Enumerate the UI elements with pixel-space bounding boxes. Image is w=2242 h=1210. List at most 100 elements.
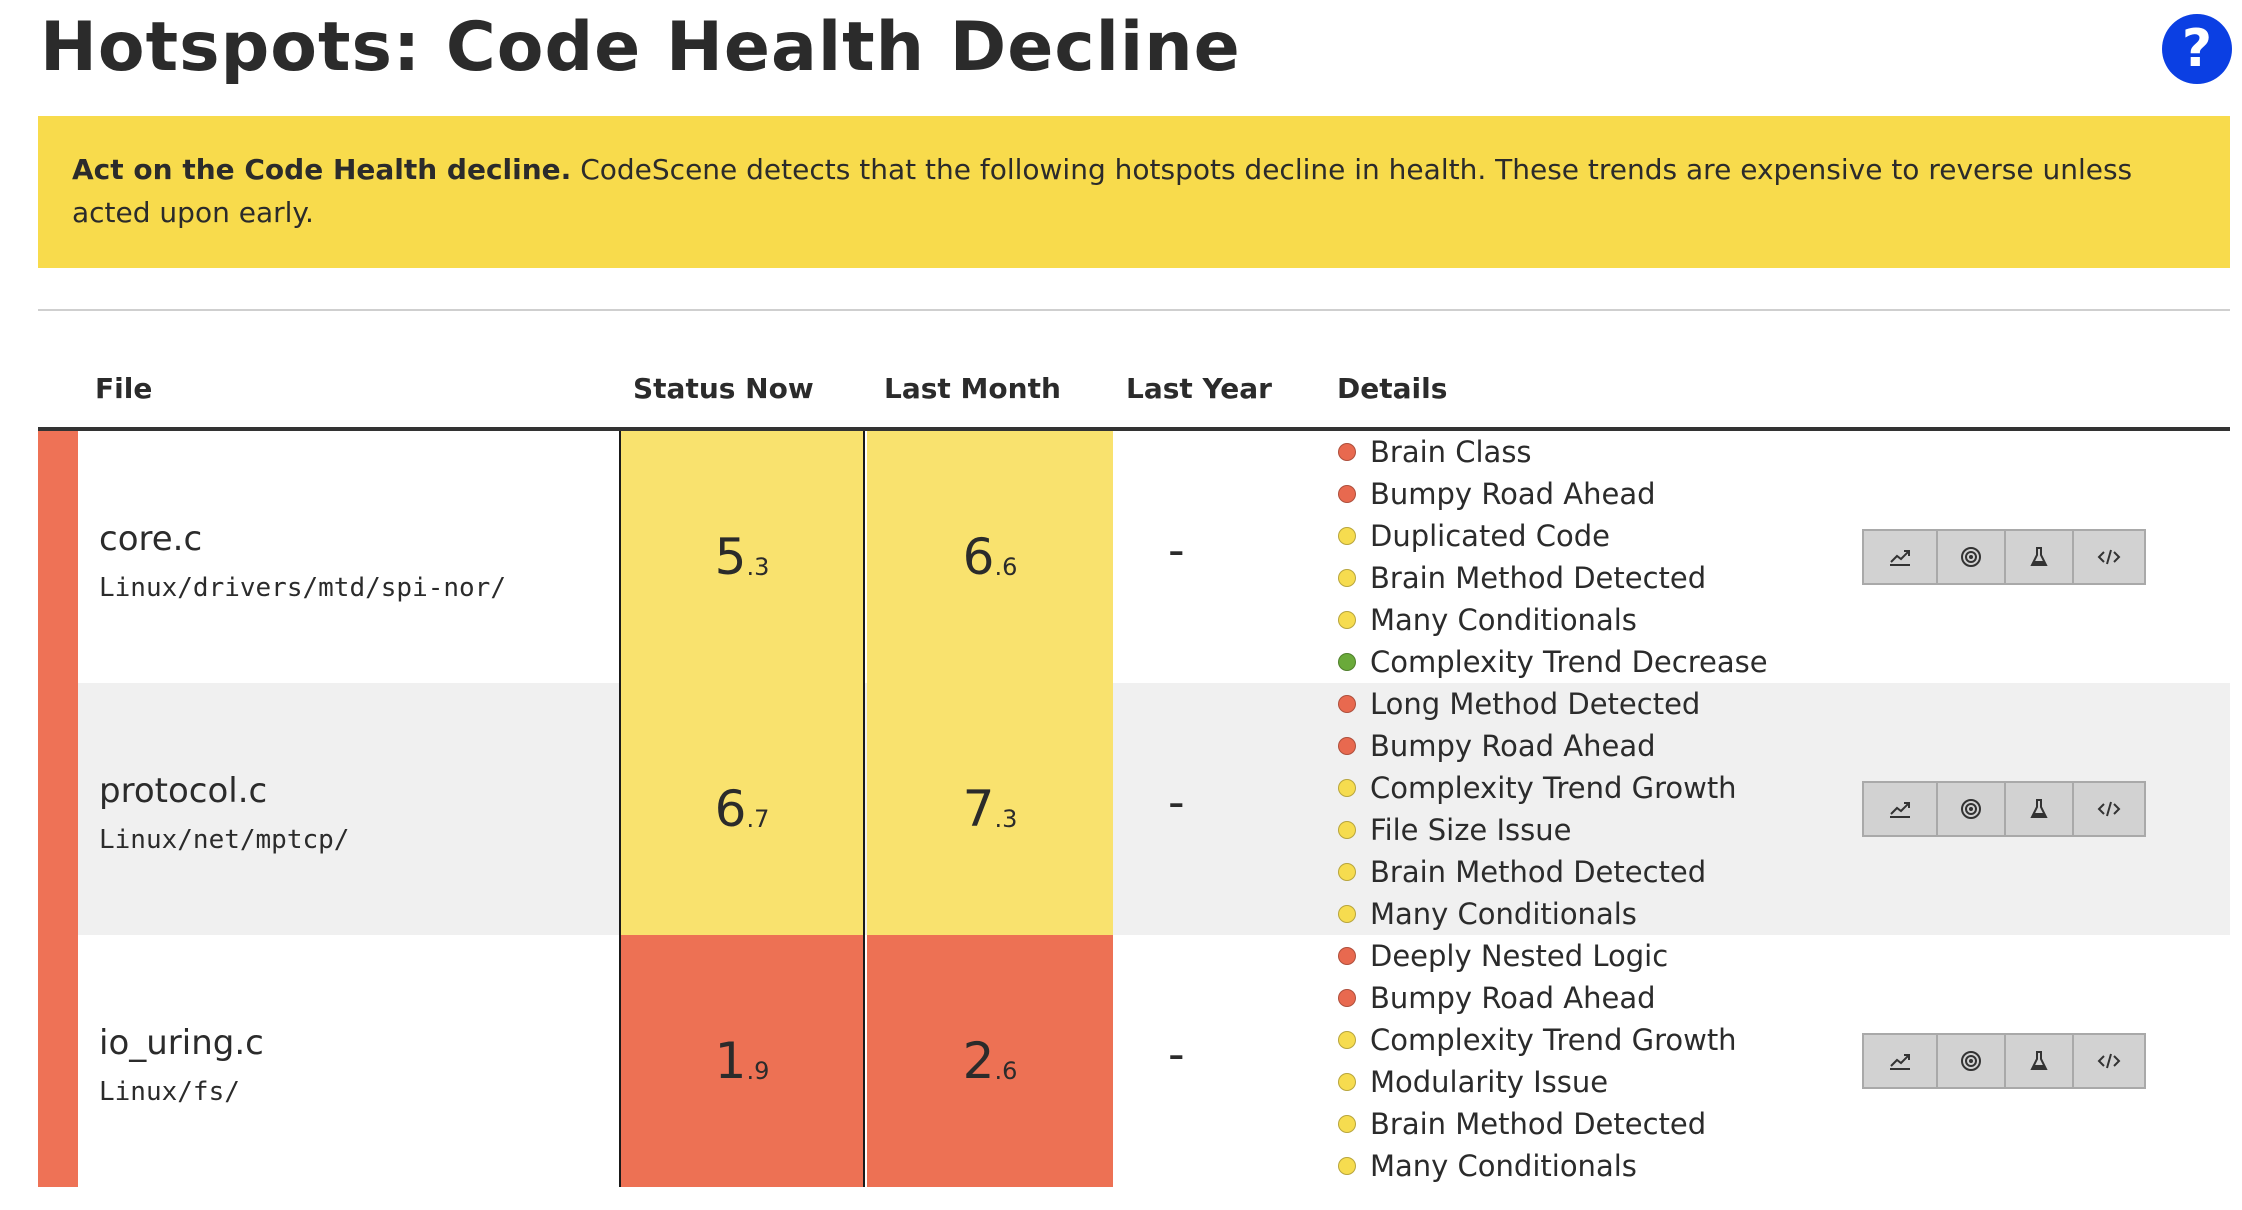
detail-item[interactable]: Bumpy Road Ahead <box>1338 725 1737 767</box>
status-now-decimal: .7 <box>746 805 770 833</box>
detail-item[interactable]: Bumpy Road Ahead <box>1338 977 1737 1019</box>
flask-button[interactable] <box>2004 781 2074 837</box>
help-icon[interactable]: ? <box>2162 14 2232 84</box>
severity-dot-icon <box>1338 863 1356 881</box>
status-now-score: 6.7 <box>619 683 865 935</box>
table-row[interactable]: core.c Linux/drivers/mtd/spi-nor/5.3 6.6 - B… <box>38 431 2230 683</box>
status-now-integer: 6 <box>714 780 747 838</box>
flask-button[interactable] <box>2004 529 2074 585</box>
detail-item[interactable]: Deeply Nested Logic <box>1338 935 1737 977</box>
severity-dot-icon <box>1338 821 1356 839</box>
detail-label: Brain Method Detected <box>1370 1107 1707 1141</box>
column-header-last-month[interactable]: Last Month <box>884 372 1061 405</box>
row-action-buttons <box>1862 529 2146 585</box>
hotspot-severity-stripe <box>38 683 78 935</box>
trend-chart-icon <box>1888 799 1912 819</box>
divider <box>38 309 2230 311</box>
table-row[interactable]: protocol.c Linux/net/mptcp/6.7 7.3- Long Me… <box>38 683 2230 935</box>
detail-item[interactable]: Brain Class <box>1338 431 1768 473</box>
severity-dot-icon <box>1338 1157 1356 1175</box>
severity-dot-icon <box>1338 737 1356 755</box>
detail-label: Bumpy Road Ahead <box>1370 477 1656 511</box>
detail-label: Long Method Detected <box>1370 687 1701 721</box>
trend-chart-button[interactable] <box>1862 529 1938 585</box>
detail-item[interactable]: Many Conditionals <box>1338 1145 1737 1187</box>
file-path: Linux/net/mptcp/ <box>99 825 350 855</box>
column-header-details[interactable]: Details <box>1337 372 1448 405</box>
table-row[interactable]: io_uring.c Linux/fs/1.9 2.6- Deeply Nested … <box>38 935 2230 1187</box>
last-year-score: - <box>1168 523 1185 577</box>
detail-item[interactable]: Complexity Trend Growth <box>1338 767 1737 809</box>
severity-dot-icon <box>1338 1073 1356 1091</box>
last-month-integer: 2 <box>962 1032 995 1090</box>
severity-dot-icon <box>1338 1031 1356 1049</box>
row-action-buttons <box>1862 781 2146 837</box>
code-icon <box>2097 548 2121 566</box>
severity-dot-icon <box>1338 905 1356 923</box>
info-banner: Act on the Code Health decline. CodeScen… <box>38 116 2230 268</box>
file-path: Linux/drivers/mtd/spi-nor/ <box>99 573 506 603</box>
last-month-score: 2.6 <box>867 935 1113 1187</box>
column-header-file[interactable]: File <box>95 372 153 405</box>
severity-dot-icon <box>1338 779 1356 797</box>
severity-dot-icon <box>1338 947 1356 965</box>
status-now-decimal: .3 <box>746 553 770 581</box>
severity-dot-icon <box>1338 653 1356 671</box>
last-year-score: - <box>1168 775 1185 829</box>
file-path: Linux/fs/ <box>99 1077 240 1107</box>
details-list: Deeply Nested Logic Bumpy Road Ahead Compl… <box>1338 935 1737 1187</box>
flask-icon <box>2029 1050 2049 1072</box>
status-now-score: 1.9 <box>619 935 865 1187</box>
target-button[interactable] <box>1936 529 2006 585</box>
file-name[interactable]: core.c <box>99 519 203 559</box>
detail-item[interactable]: Brain Method Detected <box>1338 1103 1737 1145</box>
status-now-score: 5.3 <box>619 431 865 683</box>
detail-item[interactable]: Bumpy Road Ahead <box>1338 473 1768 515</box>
detail-item[interactable]: Modularity Issue <box>1338 1061 1737 1103</box>
severity-dot-icon <box>1338 527 1356 545</box>
file-name[interactable]: protocol.c <box>99 771 268 811</box>
status-now-integer: 1 <box>714 1032 747 1090</box>
last-month-score: 7.3 <box>867 683 1113 935</box>
detail-item[interactable]: Many Conditionals <box>1338 599 1768 641</box>
severity-dot-icon <box>1338 1115 1356 1133</box>
trend-chart-button[interactable] <box>1862 1033 1938 1089</box>
severity-dot-icon <box>1338 695 1356 713</box>
banner-bold-text: Act on the Code Health decline. <box>72 153 572 186</box>
detail-label: Brain Class <box>1370 435 1532 469</box>
file-name[interactable]: io_uring.c <box>99 1023 264 1063</box>
hotspot-severity-stripe <box>38 935 78 1187</box>
last-month-decimal: .6 <box>994 553 1018 581</box>
severity-dot-icon <box>1338 443 1356 461</box>
code-button[interactable] <box>2072 781 2146 837</box>
detail-item[interactable]: Duplicated Code <box>1338 515 1768 557</box>
detail-item[interactable]: Long Method Detected <box>1338 683 1737 725</box>
target-button[interactable] <box>1936 781 2006 837</box>
code-button[interactable] <box>2072 1033 2146 1089</box>
flask-icon <box>2029 798 2049 820</box>
last-month-integer: 6 <box>962 528 995 586</box>
flask-icon <box>2029 546 2049 568</box>
banner-text: CodeScene detects that the following hot… <box>72 153 2133 229</box>
trend-chart-button[interactable] <box>1862 781 1938 837</box>
detail-item[interactable]: Complexity Trend Decrease <box>1338 641 1768 683</box>
target-icon <box>1960 798 1982 820</box>
code-icon <box>2097 1052 2121 1070</box>
code-button[interactable] <box>2072 529 2146 585</box>
detail-label: Modularity Issue <box>1370 1065 1609 1099</box>
row-action-buttons <box>1862 1033 2146 1089</box>
column-header-last-year[interactable]: Last Year <box>1126 372 1272 405</box>
detail-label: Duplicated Code <box>1370 519 1611 553</box>
table-header-underline <box>38 427 2230 431</box>
severity-dot-icon <box>1338 485 1356 503</box>
detail-label: Many Conditionals <box>1370 1149 1637 1183</box>
detail-item[interactable]: Brain Method Detected <box>1338 557 1768 599</box>
code-icon <box>2097 800 2121 818</box>
column-header-status-now[interactable]: Status Now <box>633 372 814 405</box>
detail-item[interactable]: File Size Issue <box>1338 809 1737 851</box>
detail-item[interactable]: Brain Method Detected <box>1338 851 1737 893</box>
detail-item[interactable]: Complexity Trend Growth <box>1338 1019 1737 1061</box>
flask-button[interactable] <box>2004 1033 2074 1089</box>
detail-item[interactable]: Many Conditionals <box>1338 893 1737 935</box>
target-button[interactable] <box>1936 1033 2006 1089</box>
